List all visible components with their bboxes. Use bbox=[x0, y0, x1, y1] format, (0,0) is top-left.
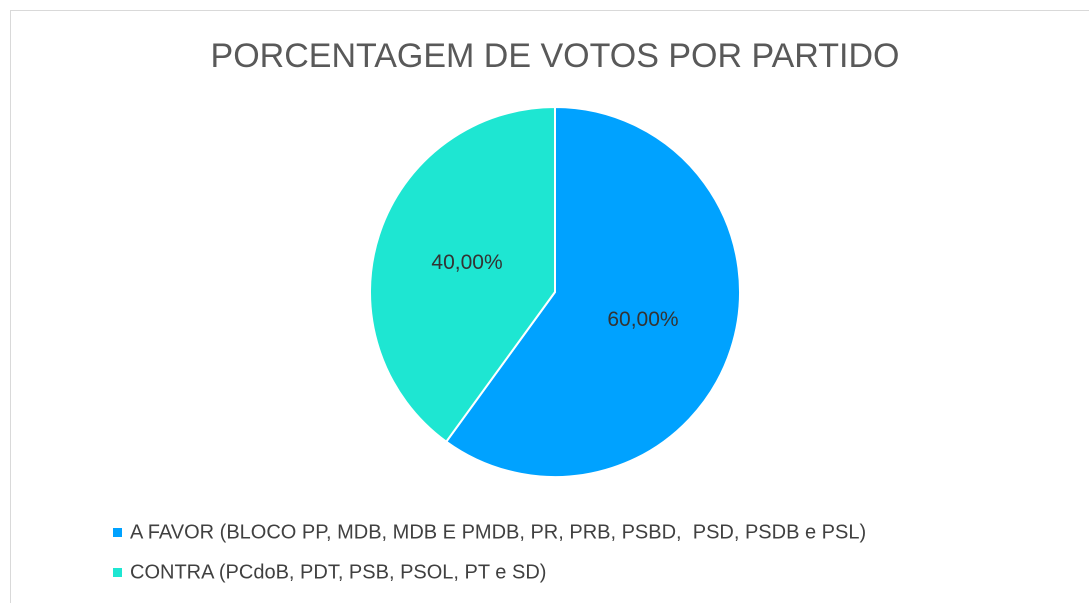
chart-title: PORCENTAGEM DE VOTOS POR PARTIDO bbox=[211, 37, 900, 75]
data-label: 40,00% bbox=[431, 251, 502, 274]
pie-slice bbox=[444, 105, 741, 478]
pie-slice bbox=[369, 105, 556, 444]
legend-swatch bbox=[113, 568, 122, 577]
data-label: 60,00% bbox=[607, 308, 678, 331]
legend-swatch bbox=[113, 528, 122, 537]
legend-label: A FAVOR (BLOCO PP, MDB, MDB E PMDB, PR, … bbox=[130, 521, 866, 543]
legend-label: CONTRA (PCdoB, PDT, PSB, PSOL, PT e SD) bbox=[130, 561, 546, 583]
